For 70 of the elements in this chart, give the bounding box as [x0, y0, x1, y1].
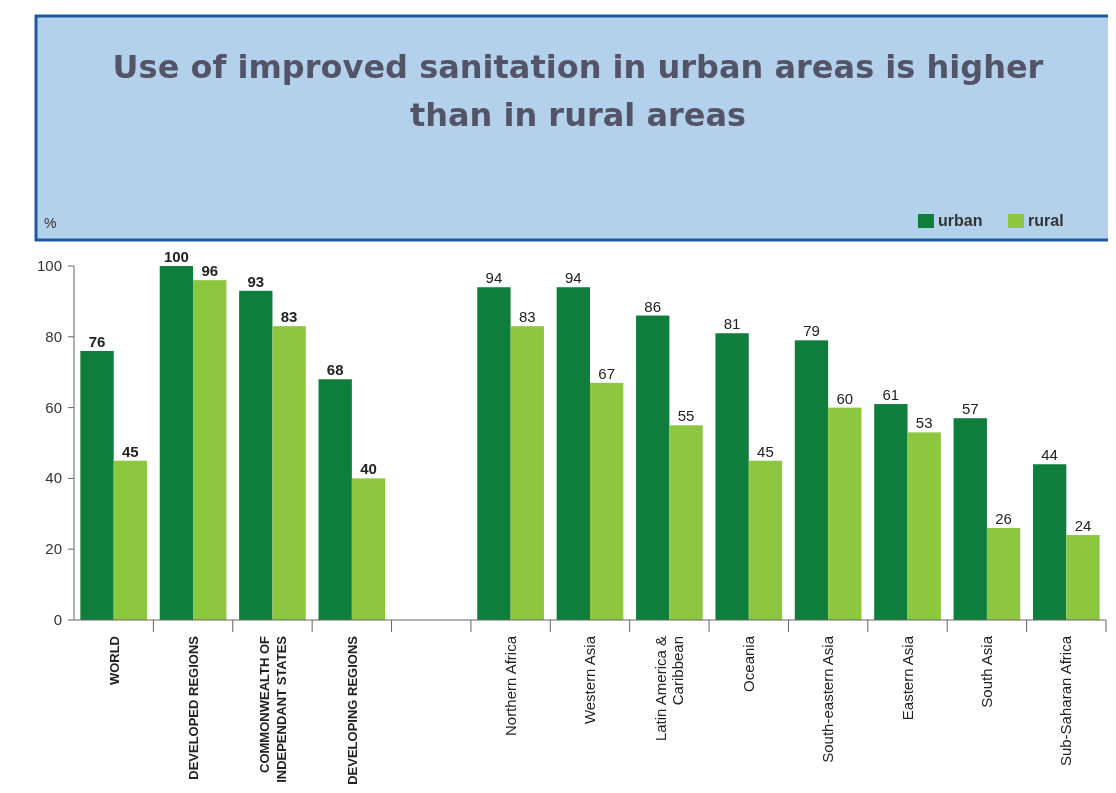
bar [590, 382, 624, 620]
bar [351, 478, 386, 620]
data-label: 67 [598, 364, 616, 382]
legend-label: urban [938, 212, 983, 229]
x-tick-label: South Asia [977, 635, 995, 708]
data-label: 68 [326, 361, 344, 379]
bar [874, 404, 908, 620]
x-tick-label: Eastern Asia [898, 635, 916, 721]
x-tick-label: Western Asia [581, 635, 598, 725]
y-tick-label: 60 [45, 398, 62, 416]
y-tick-label: 80 [45, 327, 62, 345]
bar [556, 287, 590, 620]
data-label: 26 [995, 509, 1012, 527]
x-tick-label: Northern Africa [501, 635, 519, 737]
bar [272, 326, 306, 620]
x-tick-label: South-eastern Asia [819, 635, 837, 763]
y-tick-label: 40 [45, 469, 62, 487]
data-label: 60 [836, 389, 854, 407]
x-tick-label: DEVELOPING REGIONS [344, 635, 360, 785]
bar [636, 315, 670, 620]
data-label: 81 [723, 315, 741, 333]
bar [828, 407, 862, 620]
data-label: 57 [961, 400, 979, 418]
bar [80, 350, 114, 620]
bar [953, 418, 987, 620]
bar [239, 290, 273, 620]
bar [510, 326, 544, 620]
data-label: 45 [757, 442, 774, 460]
bar [1066, 535, 1100, 620]
y-tick-label: 0 [53, 611, 62, 628]
data-label: 94 [564, 269, 582, 287]
data-label: 24 [1074, 517, 1092, 535]
bar [318, 379, 352, 620]
data-label: 96 [201, 262, 219, 280]
x-tick-label: WORLD [106, 636, 122, 686]
x-tick-label: Latin America & Caribbean [651, 636, 686, 742]
bar [1032, 464, 1067, 620]
bar [986, 527, 1021, 620]
data-label: 93 [247, 272, 265, 290]
data-label: 83 [280, 308, 298, 326]
bar [477, 287, 511, 620]
bar [159, 266, 194, 620]
bar [748, 460, 783, 620]
x-tick-label: DEVELOPED REGIONS [186, 635, 202, 780]
data-label: 45 [122, 442, 139, 460]
data-label: 94 [485, 269, 503, 287]
bar [193, 280, 227, 620]
y-tick-label: 100 [36, 257, 62, 274]
data-label: 44 [1041, 446, 1058, 464]
data-label: 55 [677, 407, 695, 425]
x-tick-label: COMMONWEALTH OF INDEPENDANT STATES [256, 635, 289, 783]
chart-title: Use of improved sanitation in urban areas is higher than in rural areas [111, 47, 1045, 136]
x-tick-label: Oceania [739, 635, 757, 692]
data-label: 86 [644, 297, 662, 315]
data-label: 53 [915, 414, 933, 432]
data-label: 100 [163, 248, 189, 265]
legend-label: rural [1028, 212, 1064, 229]
data-label: 40 [360, 460, 377, 478]
data-label: 79 [803, 322, 820, 340]
bar [113, 460, 148, 620]
bar [794, 340, 829, 620]
data-label: 61 [882, 386, 900, 404]
x-tick-label: Sub-Saharan Africa [1057, 635, 1075, 767]
y-axis-title: % [44, 215, 57, 231]
y-tick-label: 20 [45, 540, 62, 558]
data-label: 83 [518, 308, 536, 326]
bar [907, 432, 941, 620]
bar [669, 425, 703, 620]
bar [715, 333, 749, 620]
data-label: 76 [88, 332, 106, 350]
